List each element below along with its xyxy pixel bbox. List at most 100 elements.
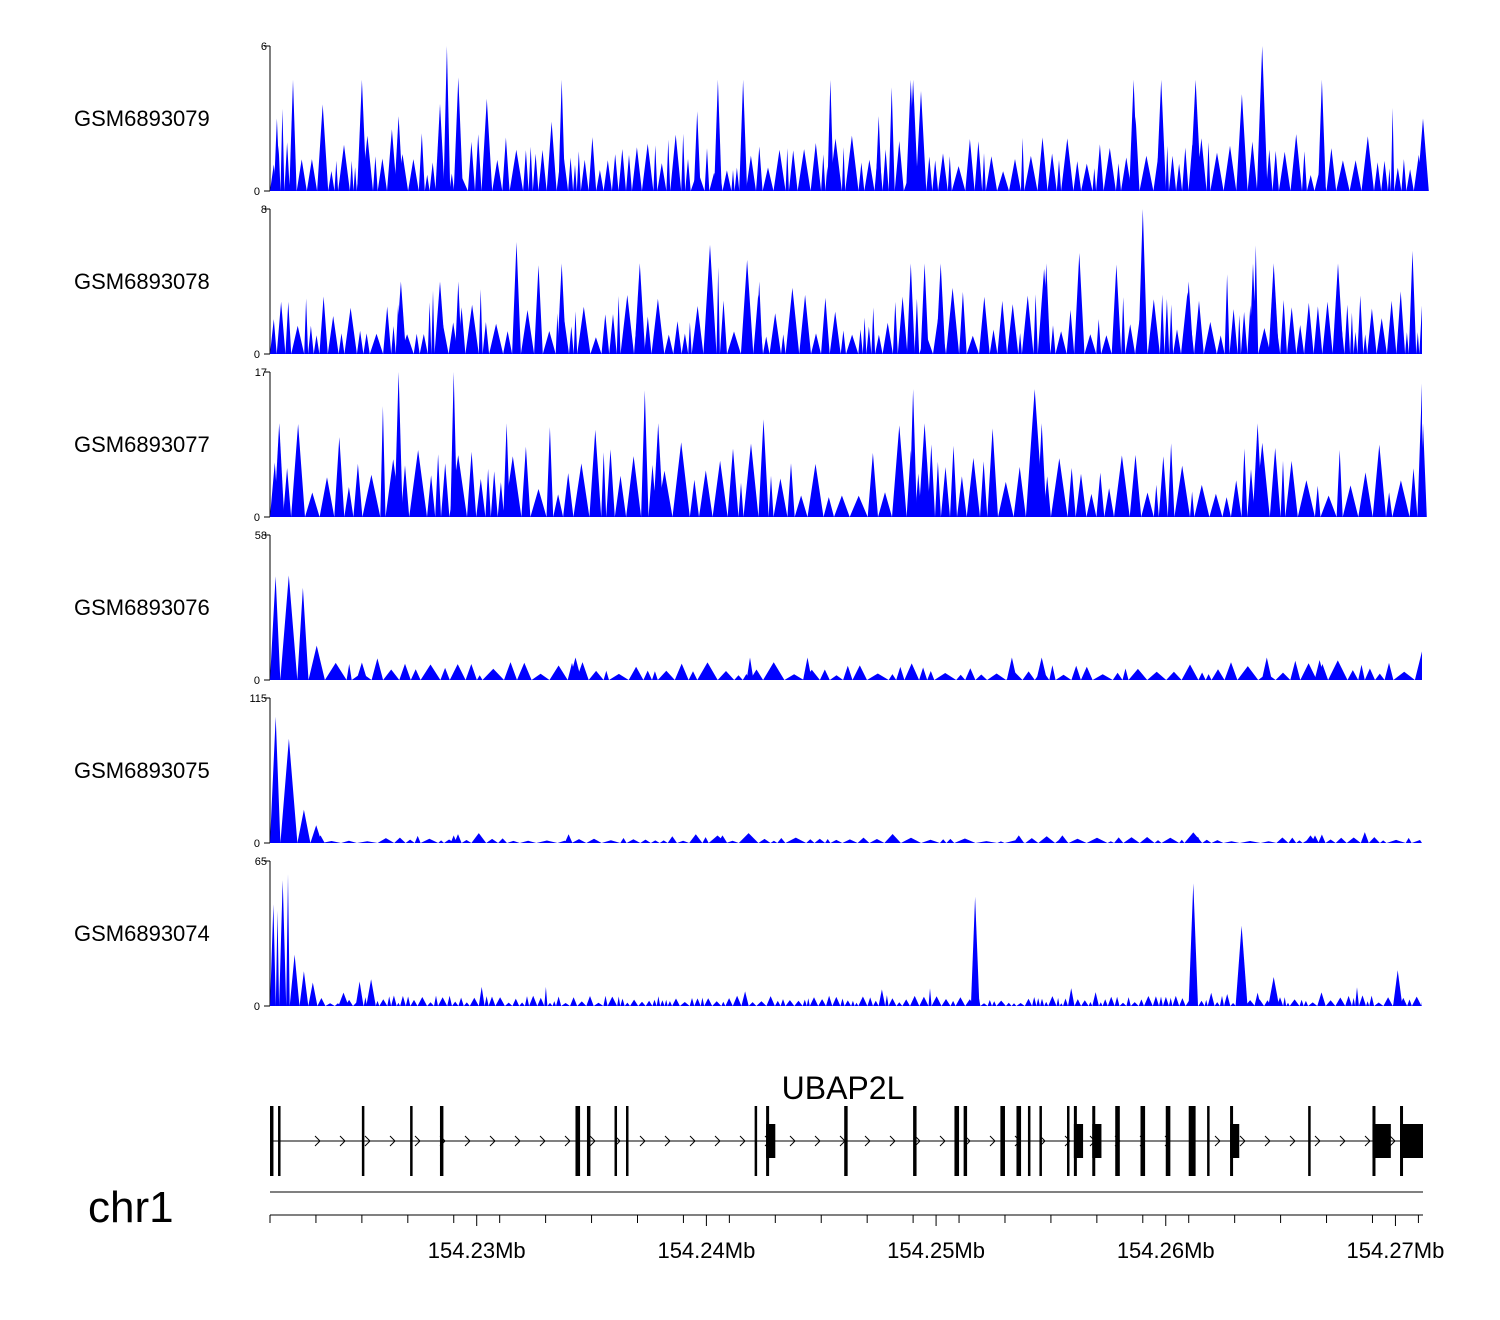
coverage-peak xyxy=(920,263,929,354)
coverage-peak xyxy=(918,423,931,517)
strand-arrow-icon xyxy=(389,1135,396,1147)
strand-arrow-icon xyxy=(1214,1135,1221,1147)
strand-arrow-icon xyxy=(1364,1135,1371,1147)
strand-arrow-icon xyxy=(914,1135,921,1147)
coverage-peak xyxy=(569,657,582,680)
coverage-peak xyxy=(366,979,376,1006)
y-min-label: 0 xyxy=(254,1001,260,1013)
strand-arrow-icon xyxy=(939,1135,946,1147)
strand-arrow-icon xyxy=(814,1135,821,1147)
coverage-peak xyxy=(693,111,701,191)
strand-arrow-icon xyxy=(514,1135,521,1147)
coverage-peak xyxy=(1036,657,1047,680)
exon xyxy=(1027,1106,1031,1176)
exon xyxy=(361,1106,365,1176)
y-max-label: 58 xyxy=(255,530,267,542)
track-label: GSM6893079 xyxy=(74,106,210,131)
track-GSM6893074: GSM6893074 65 0 xyxy=(74,856,1423,1013)
gene-name-label: UBAP2L xyxy=(782,1070,905,1106)
exon xyxy=(1073,1106,1077,1176)
track-label: GSM6893076 xyxy=(74,595,210,620)
coverage-area xyxy=(270,874,1423,1006)
strand-arrow-icon xyxy=(1389,1135,1396,1147)
y-min-label: 0 xyxy=(254,675,260,687)
coverage-peak xyxy=(316,835,325,843)
coverage-peak xyxy=(634,263,646,354)
exon xyxy=(614,1106,618,1176)
coverage-peak xyxy=(1419,423,1427,517)
chromosome-label: chr1 xyxy=(88,1183,174,1232)
exon xyxy=(766,1124,776,1158)
exon xyxy=(1039,1106,1042,1176)
coverage-peak xyxy=(653,423,664,517)
coverage-peak xyxy=(970,896,980,1006)
coverage-peak xyxy=(1194,836,1202,843)
exon xyxy=(1000,1106,1005,1176)
coverage-peak xyxy=(739,79,748,191)
strand-arrow-icon xyxy=(339,1135,346,1147)
y-max-label: 17 xyxy=(255,367,267,379)
exon xyxy=(754,1106,758,1176)
strand-arrow-icon xyxy=(639,1135,646,1147)
coverage-peak xyxy=(564,834,573,843)
coverage-peak xyxy=(803,657,812,680)
track-label: GSM6893074 xyxy=(74,921,210,946)
tick-label: 154.26Mb xyxy=(1117,1238,1215,1263)
exon xyxy=(963,1106,968,1176)
y-min-label: 0 xyxy=(254,512,260,524)
coverage-peak xyxy=(435,104,445,191)
coverage-peak xyxy=(906,263,915,354)
coverage-peak xyxy=(1188,883,1198,1006)
coverage-peak xyxy=(1056,835,1069,843)
coverage-area xyxy=(270,575,1423,680)
coverage-peak xyxy=(1314,660,1325,680)
exon xyxy=(1372,1106,1376,1176)
y-min-label: 0 xyxy=(254,838,260,850)
exon xyxy=(1073,1124,1084,1158)
coverage-peak xyxy=(909,389,917,517)
y-max-label: 8 xyxy=(261,204,267,216)
coverage-peak xyxy=(557,263,567,354)
exon xyxy=(1400,1106,1404,1176)
y-min-label: 0 xyxy=(254,349,260,361)
strand-arrow-icon xyxy=(1264,1135,1271,1147)
coverage-peak xyxy=(1417,118,1429,191)
strand-arrow-icon xyxy=(1314,1135,1321,1147)
coverage-peak xyxy=(357,79,367,191)
axis-ticks: 154.23Mb 154.24Mb 154.25Mb 154.26Mb 154.27Mb xyxy=(269,1215,1444,1263)
coverage-peak xyxy=(875,116,882,191)
tick-label: 154.23Mb xyxy=(428,1238,526,1263)
exon xyxy=(575,1106,581,1176)
track-label: GSM6893075 xyxy=(74,758,210,783)
strand-arrow-icon xyxy=(489,1135,496,1147)
coverage-peak xyxy=(443,46,451,191)
coverage-area xyxy=(270,242,1423,354)
coverage-peak xyxy=(453,77,463,191)
coverage-peak xyxy=(1037,423,1047,517)
coverage-peak xyxy=(274,423,285,517)
strand-arrow-icon xyxy=(864,1135,871,1147)
coverage-peak xyxy=(450,372,458,517)
coverage-peak xyxy=(936,263,946,354)
exon xyxy=(1372,1124,1391,1158)
exon xyxy=(1230,1106,1234,1176)
coverage-peak xyxy=(714,79,722,191)
strand-arrow-icon xyxy=(1289,1135,1296,1147)
y-max-label: 6 xyxy=(261,41,267,53)
coverage-peak xyxy=(1318,79,1326,191)
coverage-peak xyxy=(394,372,403,517)
exon xyxy=(1115,1106,1120,1176)
strand-arrow-icon xyxy=(464,1135,471,1147)
y-min-label: 0 xyxy=(254,186,260,198)
strand-arrow-icon xyxy=(364,1135,371,1147)
coverage-peak xyxy=(1138,209,1148,354)
coverage-peak xyxy=(1268,263,1279,354)
coverage-peak xyxy=(395,281,406,354)
coverage-peak xyxy=(450,835,457,843)
coverage-peak xyxy=(1252,423,1263,517)
genome-axis: chr1 154.23Mb 154.24Mb 154.25Mb 154.26Mb 154… xyxy=(88,1183,1444,1263)
coverage-peak xyxy=(908,79,919,191)
exon xyxy=(1207,1106,1210,1176)
coverage-peak xyxy=(434,281,446,354)
coverage-peak xyxy=(1249,263,1257,354)
